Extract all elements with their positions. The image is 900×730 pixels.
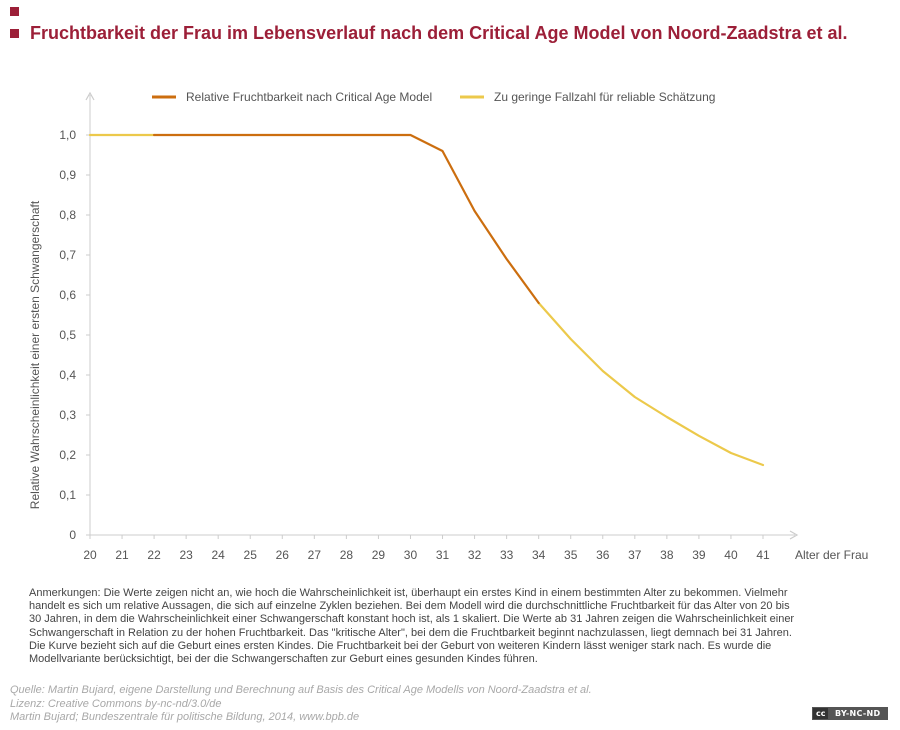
y-tick-label: 0,1 bbox=[59, 488, 76, 502]
line-chart: 0 0,1 0,2 0,3 0,4 0,5 0,6 0,7 0,8 0,9 1,0 20 21 22 23 2… bbox=[28, 90, 868, 562]
x-tick-label: 35 bbox=[564, 548, 578, 562]
x-tick-label: 28 bbox=[340, 548, 354, 562]
cc-license-badge[interactable]: cc BY-NC-ND bbox=[812, 707, 888, 720]
series-low-case-line bbox=[537, 301, 765, 467]
x-tick-label: 25 bbox=[244, 548, 258, 562]
y-axis-title: Relative Wahrscheinlichkeit einer ersten… bbox=[28, 200, 42, 509]
x-tick-label: 31 bbox=[436, 548, 450, 562]
x-tick-label: 38 bbox=[660, 548, 674, 562]
x-tick-label: 22 bbox=[147, 548, 161, 562]
x-tick-label: 30 bbox=[404, 548, 418, 562]
y-tick-label: 0,6 bbox=[59, 288, 76, 302]
x-tick-label: 39 bbox=[692, 548, 706, 562]
title-square-icon bbox=[10, 7, 19, 16]
y-tick-label: 0,4 bbox=[59, 368, 76, 382]
y-tick-label: 0 bbox=[69, 528, 76, 542]
source-line: Quelle: Martin Bujard, eigene Darstellun… bbox=[10, 684, 592, 696]
y-tick-label: 0,2 bbox=[59, 448, 76, 462]
x-tick-label: 34 bbox=[532, 548, 546, 562]
x-tick-label: 26 bbox=[276, 548, 290, 562]
cc-icon: cc bbox=[813, 708, 829, 719]
x-axis-arrow-icon bbox=[789, 530, 799, 540]
y-tick-label: 0,3 bbox=[59, 408, 76, 422]
x-tick-label: 20 bbox=[83, 548, 97, 562]
license-line: Lizenz: Creative Commons by-nc-nd/3.0/de bbox=[10, 697, 222, 710]
chart-notes: Anmerkungen: Die Werte zeigen nicht an, … bbox=[29, 587, 795, 666]
chart-title: Fruchtbarkeit der Frau im Lebensverlauf … bbox=[30, 23, 848, 43]
x-tick-label: 40 bbox=[724, 548, 738, 562]
x-tick-label: 36 bbox=[596, 548, 610, 562]
legend-label-low-case: Zu geringe Fallzahl für reliable Schätzu… bbox=[494, 90, 715, 104]
source-block: Quelle: Martin Bujard, eigene Darstellun… bbox=[10, 684, 710, 725]
title-square-icon bbox=[10, 29, 19, 38]
y-axis-arrow-icon bbox=[85, 91, 95, 101]
x-tick-label: 37 bbox=[628, 548, 642, 562]
x-tick-label: 23 bbox=[179, 548, 193, 562]
x-tick-label: 33 bbox=[500, 548, 514, 562]
copyright-line: Martin Bujard; Bundeszentrale für politi… bbox=[10, 711, 360, 723]
y-tick-label: 0,9 bbox=[59, 168, 76, 182]
legend-label-main: Relative Fruchtbarkeit nach Critical Age… bbox=[186, 90, 432, 104]
x-tick-label: 27 bbox=[308, 548, 322, 562]
y-tick-label: 0,5 bbox=[59, 328, 76, 342]
y-tick-label: 0,7 bbox=[59, 248, 76, 262]
x-tick-label: 29 bbox=[372, 548, 386, 562]
series-main-line bbox=[153, 133, 540, 305]
x-tick-label: 41 bbox=[756, 548, 770, 562]
y-tick-label: 1,0 bbox=[59, 128, 76, 142]
y-tick-label: 0,8 bbox=[59, 208, 76, 222]
x-tick-label: 21 bbox=[115, 548, 129, 562]
x-tick-label: 24 bbox=[212, 548, 226, 562]
license-terms: BY-NC-ND bbox=[828, 708, 887, 719]
x-tick-label: 32 bbox=[468, 548, 482, 562]
x-axis-title: Alter der Frau bbox=[795, 548, 868, 562]
